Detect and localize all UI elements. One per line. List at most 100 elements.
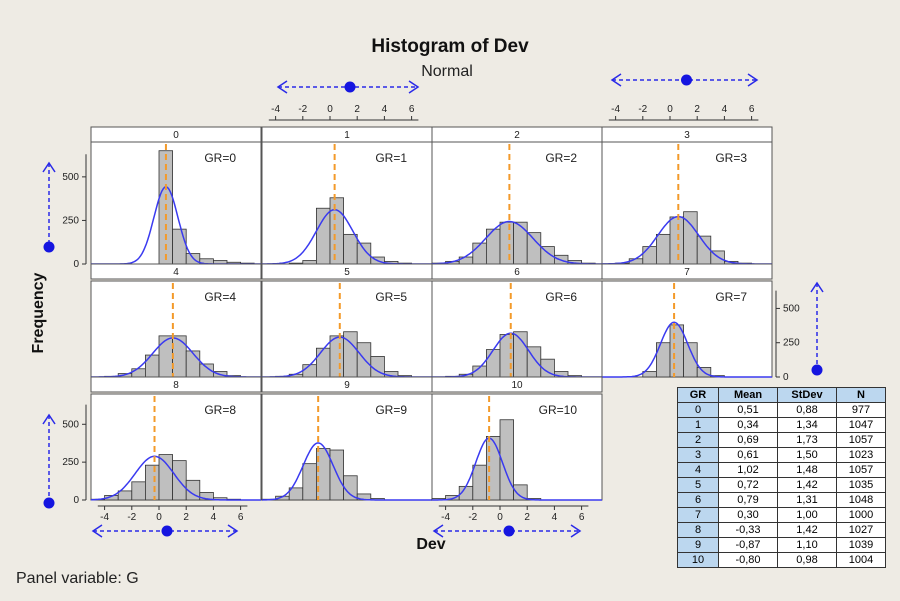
panel-strip-label: 5 (344, 267, 350, 278)
histogram-bar (696, 235, 712, 265)
table-row: 5 0,72 1,42 1035 (677, 477, 886, 493)
histogram-bar (472, 464, 487, 501)
table-cell: 0,79 (718, 492, 778, 508)
panel-strip-label: 7 (684, 267, 690, 278)
panel-strip-label: 8 (173, 380, 179, 391)
arrow-right-row2 (810, 281, 824, 376)
x-tick-label: -4 (100, 512, 109, 523)
arrow-handle-dot (43, 497, 55, 509)
arrow-head-up (42, 413, 56, 425)
x-tick-label: 2 (354, 104, 360, 115)
y-axis-left-row3: 0 250 500 (62, 404, 87, 506)
normal-fit-curve (261, 442, 432, 501)
arrow-handle-dot (43, 241, 55, 253)
normal-fit-curve (432, 437, 602, 501)
histogram-bar (158, 454, 173, 501)
histogram-bar (131, 481, 146, 501)
table-header-cell: N (836, 387, 886, 403)
arrow-head-left (432, 524, 444, 538)
arrow-top-col4 (610, 73, 759, 87)
arrow-head-up (42, 161, 56, 173)
histogram-bar (513, 221, 528, 265)
histogram-bar (329, 197, 345, 265)
histogram-panel: 9 GR=9 (261, 376, 433, 501)
histogram-bar (315, 207, 331, 265)
histogram-bar (144, 464, 160, 501)
histogram-panel: 10 GR=10 (431, 376, 603, 501)
histogram-panel: 3 GR=3 (601, 126, 773, 265)
x-tick-label: -4 (441, 512, 450, 523)
table-row: 4 1,02 1,48 1057 (677, 462, 886, 478)
table-cell: 1,02 (718, 462, 778, 478)
table-cell: -0,33 (718, 522, 778, 538)
panel-group-label: GR=7 (715, 290, 747, 304)
panel-strip-label: 6 (514, 267, 520, 278)
table-cell: 0,98 (777, 552, 837, 568)
table-row: 9 -0,87 1,10 1039 (677, 537, 886, 553)
x-tick-label: 2 (183, 512, 189, 523)
histogram-panel: 2 GR=2 (431, 126, 603, 265)
y-tick-label: 250 (62, 457, 79, 468)
arrow-head-right (747, 73, 759, 87)
table-row: 3 0,61 1,50 1023 (677, 447, 886, 463)
panel-group-label: GR=9 (375, 403, 407, 417)
x-tick-label: 0 (497, 512, 503, 523)
table-cell: 977 (836, 402, 886, 418)
arrow-handle-dot (811, 364, 823, 376)
x-tick-label: 4 (552, 512, 558, 523)
table-cell: 1,50 (777, 447, 837, 463)
histogram-panel: 5 GR=5 (261, 263, 433, 378)
table-cell: 2 (677, 432, 719, 448)
table-row: 2 0,69 1,73 1057 (677, 432, 886, 448)
x-tick-label: -2 (468, 512, 477, 523)
table-header-cell: Mean (718, 387, 778, 403)
panel-strip (90, 263, 262, 280)
table-cell: 0,34 (718, 417, 778, 433)
arrow-handle-dot (161, 525, 173, 537)
panel-strip-label: 0 (173, 130, 179, 141)
x-tick-label: 4 (722, 104, 728, 115)
x-tick-label: 6 (579, 512, 585, 523)
histogram-bar (315, 347, 331, 378)
histogram-bar (472, 242, 487, 265)
x-tick-label: 0 (156, 512, 162, 523)
panels-layer: 0 GR=0 1 GR=1 2 GR=2 3 GR=3 4 GR=4 5 GR=5 6 GR=6 7 GR=7… (90, 126, 773, 501)
y-tick-label: 0 (73, 259, 79, 270)
axes-layer: -4 -2 0 2 4 6 -4 -2 0 2 4 6-4 -2 0 2 4 6 -4 -2 0 2 4 602505000… (62, 104, 800, 523)
histogram-panel: 8 GR=8 (90, 376, 262, 501)
table-cell: 1039 (836, 537, 886, 553)
table-cell: -0,87 (718, 537, 778, 553)
table-cell: 1 (677, 417, 719, 433)
arrow-left-row1 (42, 161, 56, 253)
arrow-head-right (570, 524, 582, 538)
y-axis-label: Frequency (30, 272, 47, 353)
arrow-bottom-col1 (91, 524, 239, 538)
x-axis-bottom-col3: -4 -2 0 2 4 6 (438, 505, 589, 523)
table-cell: 5 (677, 477, 719, 493)
normal-fit-curve (602, 321, 772, 378)
histogram-bar (172, 335, 187, 378)
histogram-bar (158, 335, 173, 378)
table-header-cell: StDev (777, 387, 837, 403)
table-cell: 8 (677, 522, 719, 538)
histogram-bar (144, 354, 160, 378)
x-tick-label: 6 (409, 104, 415, 115)
table-cell: 1,34 (777, 417, 837, 433)
histogram-bar (642, 246, 657, 265)
table-cell: 1,10 (777, 537, 837, 553)
table-row: 8 -0,33 1,42 1027 (677, 522, 886, 538)
histogram-panel: 0 GR=0 (90, 126, 262, 265)
chart-title: Histogram of Dev (371, 36, 529, 57)
table-row: 7 0,30 1,00 1000 (677, 507, 886, 523)
x-tick-label: -4 (271, 104, 280, 115)
table-cell: 0,69 (718, 432, 778, 448)
table-cell: 7 (677, 507, 719, 523)
panel-group-label: GR=3 (715, 151, 747, 165)
x-tick-label: -2 (127, 512, 136, 523)
table-cell: 1,73 (777, 432, 837, 448)
table-cell: 1048 (836, 492, 886, 508)
panel-strip-label: 1 (344, 130, 350, 141)
histogram-bar (329, 335, 345, 378)
histogram-bar (669, 324, 685, 378)
